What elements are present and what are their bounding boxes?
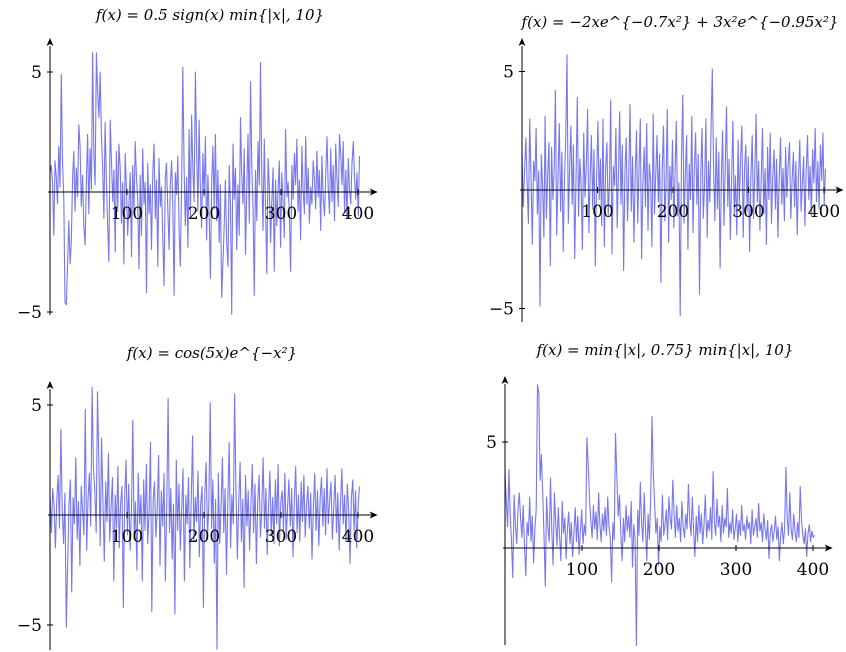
y-tick-label: −5 — [17, 616, 42, 636]
x-tick-label: 400 — [342, 204, 374, 224]
x-tick-label: 200 — [643, 560, 675, 580]
chart-panel-1: f(x) = 0.5 sign(x) min{|x|, 10} 100 200 300… — [17, 6, 378, 323]
y-tick-label: −5 — [17, 303, 42, 323]
y-axis-arrow — [46, 381, 54, 389]
chart-panel-4: f(x) = min{|x|, 0.75} min{|x|, 10} 100 200… — [486, 341, 833, 647]
chart-title: f(x) = cos(5x)e^{−x²} — [126, 344, 297, 362]
x-tick-label: 100 — [581, 202, 613, 222]
y-axis-arrow — [46, 38, 54, 46]
x-tick-label: 100 — [566, 560, 598, 580]
x-axis-arrow — [824, 544, 833, 552]
series-line — [49, 52, 361, 315]
chart-panel-3: f(x) = cos(5x)e^{−x²} 100 200 300 400 −5 5 — [17, 344, 378, 650]
x-tick-label: 400 — [342, 527, 374, 547]
y-tick-label: 5 — [486, 433, 497, 453]
y-axis-arrow — [518, 38, 526, 46]
x-tick-label: 400 — [797, 560, 829, 580]
x-tick-label: 200 — [657, 202, 689, 222]
y-tick-label: 5 — [31, 396, 42, 416]
x-axis-arrow — [369, 188, 378, 196]
chart-title: f(x) = 0.5 sign(x) min{|x|, 10} — [95, 6, 324, 24]
x-tick-label: 300 — [265, 204, 297, 224]
x-tick-label: 100 — [111, 527, 143, 547]
series-line — [49, 386, 361, 650]
x-tick-label: 200 — [188, 204, 220, 224]
x-tick-label: 200 — [188, 527, 220, 547]
x-tick-label: 300 — [720, 560, 752, 580]
x-tick-label: 300 — [732, 202, 764, 222]
chart-title: f(x) = min{|x|, 0.75} min{|x|, 10} — [536, 341, 794, 359]
x-axis-arrow — [369, 511, 378, 519]
x-tick-label: 100 — [111, 204, 143, 224]
x-tick-label: 300 — [265, 527, 297, 547]
chart-panel-2: f(x) = −2xe^{−0.7x²} + 3x²e^{−0.95x²} 100… — [489, 13, 844, 322]
y-tick-label: −5 — [489, 300, 514, 320]
x-axis-arrow — [835, 186, 844, 194]
y-tick-label: 5 — [503, 63, 514, 83]
x-tick-label: 400 — [808, 202, 840, 222]
y-tick-label: 5 — [31, 63, 42, 83]
y-axis-arrow — [501, 376, 509, 384]
series-line — [521, 54, 827, 317]
chart-title: f(x) = −2xe^{−0.7x²} + 3x²e^{−0.95x²} — [521, 13, 839, 31]
series-line — [504, 384, 815, 647]
